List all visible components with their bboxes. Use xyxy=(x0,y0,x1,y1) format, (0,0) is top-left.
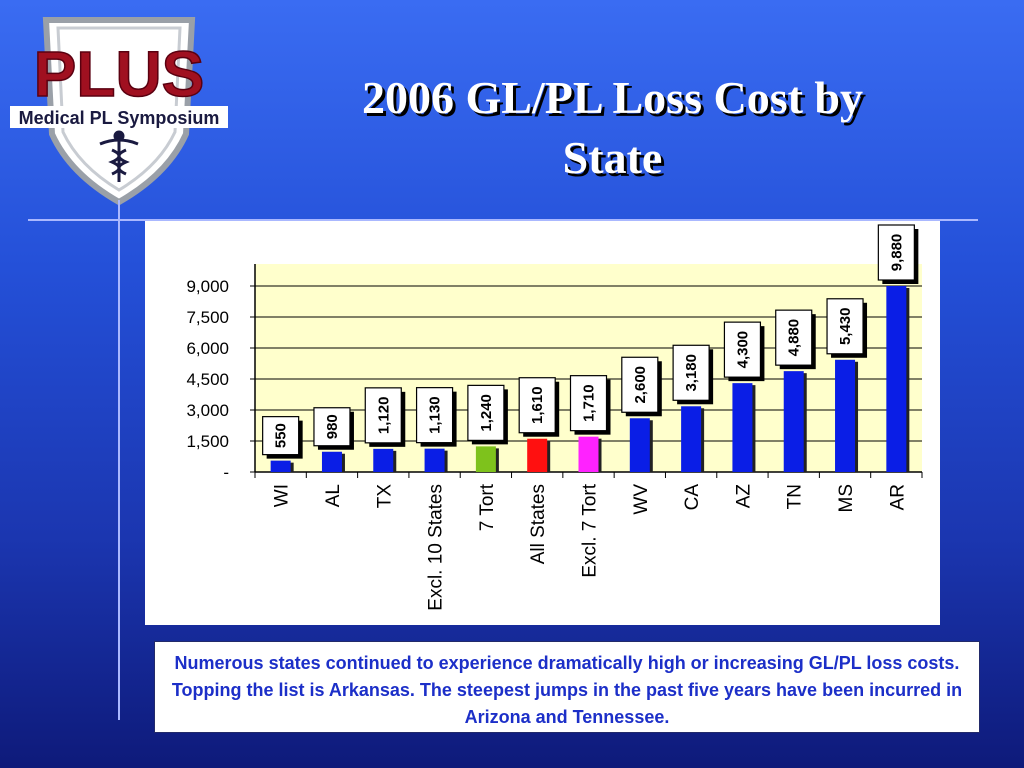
slide-title-line1: 2006 GL/PL Loss Cost by xyxy=(362,72,863,123)
y-tick-label: 9,000 xyxy=(186,277,229,296)
y-tick-label: 3,000 xyxy=(186,401,229,420)
bar-all-states xyxy=(527,438,548,472)
bar-wv xyxy=(629,418,650,472)
value-label-box xyxy=(826,298,864,355)
value-label-box xyxy=(262,416,300,456)
value-label: 1,240 xyxy=(478,394,495,432)
value-label: 5,430 xyxy=(837,308,854,346)
bar-ms xyxy=(835,359,856,472)
value-label: 4,300 xyxy=(734,331,751,369)
logo-subtitle: Medical PL Symposium xyxy=(19,108,220,128)
x-tick-label: CA xyxy=(682,484,703,511)
bar-excl-10-states xyxy=(424,448,445,472)
bar-az xyxy=(732,383,753,472)
bar-tx xyxy=(373,448,394,472)
x-tick-label: WI xyxy=(272,484,293,507)
value-label-box xyxy=(467,384,505,441)
value-label: 550 xyxy=(273,423,290,448)
value-label: 980 xyxy=(324,414,341,439)
value-label: 1,130 xyxy=(427,396,444,434)
caduceus-icon xyxy=(99,130,139,182)
value-label-box xyxy=(569,375,608,432)
value-label: 3,180 xyxy=(683,354,700,392)
y-tick-label: - xyxy=(223,463,229,482)
caption-box: Numerous states continued to experience … xyxy=(154,641,980,733)
value-label-box xyxy=(723,321,762,378)
value-label: 9,880 xyxy=(888,234,905,272)
value-label-box xyxy=(313,407,351,447)
x-tick-label: 7 Tort xyxy=(477,483,498,531)
bar-ca xyxy=(681,406,702,472)
y-tick-label: 1,500 xyxy=(186,432,229,451)
logo-title: PLUS xyxy=(34,38,205,110)
bar-al xyxy=(321,451,342,472)
x-tick-label: TX xyxy=(374,484,395,509)
vertical-divider xyxy=(118,200,120,720)
y-tick-label: 7,500 xyxy=(186,308,229,327)
value-label: 4,880 xyxy=(786,319,803,357)
x-tick-label: AL xyxy=(323,484,344,507)
value-label-box xyxy=(877,224,915,281)
value-label: 1,610 xyxy=(529,386,546,424)
value-label-box xyxy=(775,309,813,366)
horizontal-divider xyxy=(28,219,978,221)
x-tick-label: All States xyxy=(528,484,549,564)
x-tick-label: Excl. 7 Tort xyxy=(580,483,601,577)
bar-7-tort xyxy=(475,446,496,472)
value-label: 2,600 xyxy=(632,366,649,404)
x-tick-label: MS xyxy=(836,484,857,513)
bar-ar xyxy=(886,286,907,472)
y-tick-label: 6,000 xyxy=(186,339,229,358)
x-tick-label: Excl. 10 States xyxy=(426,484,447,611)
value-label-box xyxy=(621,356,659,413)
x-tick-label: AR xyxy=(887,484,908,510)
caption-text: Numerous states continued to experience … xyxy=(171,653,963,727)
value-label-box xyxy=(364,387,402,444)
plus-logo: PLUS Medical PL Symposium xyxy=(10,17,228,206)
value-label-box xyxy=(518,377,556,434)
value-label-box xyxy=(672,344,710,401)
y-tick-label: 4,500 xyxy=(186,370,229,389)
bar-wi xyxy=(270,460,291,472)
x-tick-label: TN xyxy=(785,484,806,509)
bar-excl-7-tort xyxy=(578,436,599,472)
value-label-box xyxy=(415,387,454,444)
value-label: 1,120 xyxy=(375,397,392,435)
x-tick-label: WV xyxy=(631,484,652,515)
bar-tn xyxy=(783,371,804,472)
value-label: 1,710 xyxy=(581,384,598,422)
slide-title: 2006 GL/PL Loss Cost by State xyxy=(235,68,990,188)
x-tick-label: AZ xyxy=(733,484,754,509)
slide-title-line2: State xyxy=(562,132,663,183)
